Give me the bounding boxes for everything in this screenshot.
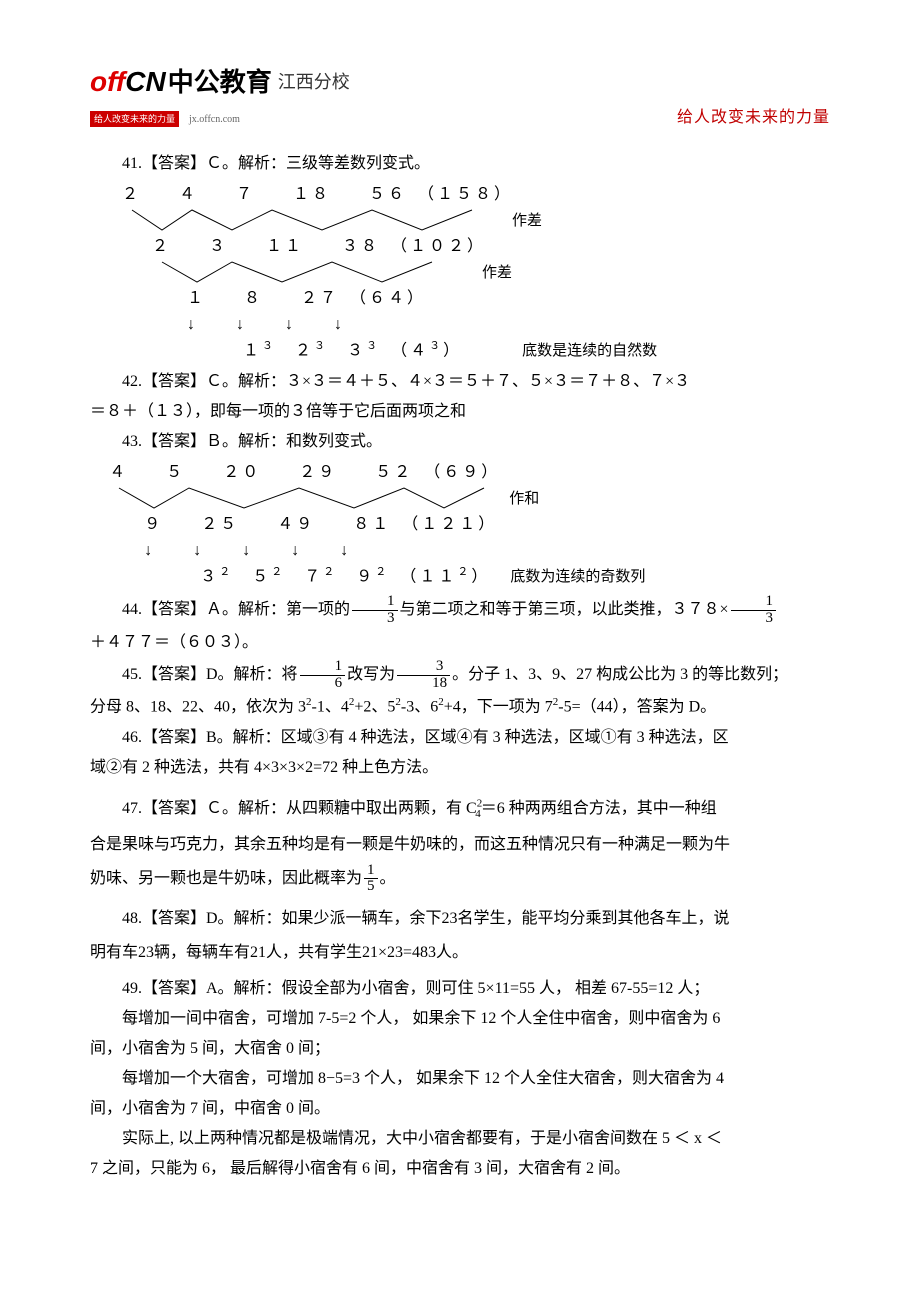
q41-diagram: ２ ４ ７ １８ ５６ （１５８） 作差 ２ ３ １１ ３８ （１０２） 作差 …	[122, 182, 830, 364]
q45: 45.【答案】D。解析：将16改写为318。分子 1、3、9、27 构成公比为 …	[90, 659, 830, 692]
q49-l1: 49.【答案】A。解析：假设全部为小宿舍，则可住 5×11=55 人， 相差 6…	[90, 975, 830, 1003]
q49-l5: 间，小宿舍为 7 间，中宿舍 0 间。	[90, 1095, 830, 1123]
logo-mark: offCN	[90, 60, 166, 105]
q41-head: 41.【答案】Ｃ。解析：三级等差数列变式。	[90, 150, 830, 178]
q41-row4-note: 底数是连续的自然数	[522, 338, 657, 364]
q45-t3: 。分子 1、3、9、27 构成公比为 3 的等比数列；	[452, 666, 788, 683]
logo-branch: 江西分校	[278, 68, 350, 97]
frac-1-3b: 13	[731, 594, 777, 627]
q45-t2: 改写为	[347, 666, 395, 683]
q43-row3-note: 底数为连续的奇数列	[510, 564, 645, 590]
q41-row2: ２ ３ １１ ３８ （１０２）	[152, 233, 486, 261]
q43-row3: ３２ ５２ ７２ ９２ （１１２）	[144, 535, 490, 619]
q45-t1: 45.【答案】D。解析：将	[122, 666, 298, 683]
q45-l2: 分母 8、18、22、40，依次为 32-1、42+2、52-3、62+4，下一…	[90, 693, 830, 721]
q41-row1: ２ ４ ７ １８ ５６ （１５８）	[122, 181, 513, 209]
q47-l3: 奶味、另一颗也是牛奶味，因此概率为15。	[90, 862, 830, 896]
q48-l1: 48.【答案】D。解析：如果少派一辆车，余下23名学生，能平均分乘到其他各车上，…	[90, 903, 830, 935]
q49-l2: 每增加一间中宿舍，可增加 7-5=2 个人， 如果余下 12 个人全住中宿舍，则…	[90, 1005, 830, 1033]
frac-1-5: 15	[364, 863, 378, 896]
q46-l1: 46.【答案】B。解析：区域③有 4 种选法，区域④有 3 种选法，区域①有 3…	[90, 724, 830, 752]
frac-3-18: 318	[397, 659, 450, 692]
q49-l4: 每增加一个大宿舍，可增加 8−5=3 个人， 如果余下 12 个人全住大宿舍，则…	[90, 1065, 830, 1093]
q41-zig1	[122, 208, 492, 234]
logo-tag: 给人改变未来的力量	[90, 111, 179, 127]
q44-l2: ＋４７７＝（６０３）。	[90, 629, 830, 657]
slogan: 给人改变未来的力量	[677, 105, 830, 131]
q49-l7: 7 之间，只能为 6， 最后解得小宿舍有 6 间，中宿舍有 3 间，大宿舍有 2…	[90, 1155, 830, 1183]
q41-row4: １３ ２３ ３３ （４３）	[187, 309, 462, 393]
q41-zig2	[152, 260, 462, 286]
q41-note2: 作差	[482, 260, 512, 286]
frac-1-6: 16	[300, 659, 346, 692]
q43-diagram: ４ ５ ２０ ２９ ５２ （６９） 作和 ９ ２５ ４９ ８１ （１２１） ↓ …	[109, 460, 830, 590]
q46-l2: 域②有 2 种选法，共有 4×3×3×2=72 种上色方法。	[90, 754, 830, 782]
q49-l6: 实际上, 以上两种情况都是极端情况，大中小宿舍都要有，于是小宿舍间数在 5 ＜ …	[90, 1125, 830, 1153]
logo-url: jx.offcn.com	[189, 114, 240, 125]
q43-zig1	[109, 486, 489, 512]
q48-l2: 明有车23辆，每辆车有21人，共有学生21×23=483人。	[90, 937, 830, 969]
q49-l3: 间，小宿舍为 5 间，大宿舍 0 间；	[90, 1035, 830, 1063]
q43-head: 43.【答案】Ｂ。解析：和数列变式。	[90, 428, 830, 456]
q41-note1: 作差	[512, 208, 542, 234]
q43-note1: 作和	[509, 486, 539, 512]
logo: offCN 中公教育 江西分校 给人改变未来的力量 jx.offcn.com	[90, 60, 350, 130]
content: 41.【答案】Ｃ。解析：三级等差数列变式。 ２ ４ ７ １８ ５６ （１５８） …	[90, 150, 830, 1183]
q47-l1: 47.【答案】Ｃ。解析：从四颗糖中取出两颗，有 C24＝6 种两两组合方法，其中…	[90, 792, 830, 826]
q42-l2: ＝８＋（１３），即每一项的３倍等于它后面两项之和	[90, 398, 830, 426]
logo-cn: 中公教育	[168, 62, 272, 104]
q47-l2: 合是果味与巧克力，其余五种均是有一颗是牛奶味的，而这五种情况只有一种满足一颗为牛	[90, 828, 830, 862]
q43-row1: ４ ５ ２０ ２９ ５２ （６９）	[109, 459, 500, 487]
page-header: offCN 中公教育 江西分校 给人改变未来的力量 jx.offcn.com 给…	[90, 60, 830, 130]
